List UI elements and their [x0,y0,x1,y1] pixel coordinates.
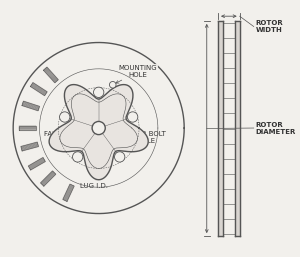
Circle shape [73,152,83,162]
Polygon shape [44,67,58,83]
Polygon shape [30,82,47,96]
Circle shape [115,152,125,162]
Polygon shape [49,85,148,180]
Polygon shape [218,21,223,236]
Polygon shape [22,101,40,111]
Text: LUG I.D.: LUG I.D. [80,169,108,189]
Polygon shape [40,171,56,186]
Polygon shape [235,21,240,236]
Text: MOUNTING
HOLE: MOUNTING HOLE [116,65,158,83]
Text: ROTOR
WIDTH: ROTOR WIDTH [256,20,284,33]
Circle shape [110,81,116,88]
Circle shape [94,87,104,97]
Polygon shape [28,158,45,170]
Circle shape [128,112,138,122]
Polygon shape [19,126,36,130]
Circle shape [59,112,70,122]
Polygon shape [21,142,38,151]
Text: ROTOR
DIAMETER: ROTOR DIAMETER [256,122,296,134]
Text: FAR SIDE
I.D.: FAR SIDE I.D. [44,131,75,144]
Circle shape [92,122,105,135]
Polygon shape [63,184,74,201]
Text: ROTOR BOLT
CIRCLE: ROTOR BOLT CIRCLE [122,131,166,146]
